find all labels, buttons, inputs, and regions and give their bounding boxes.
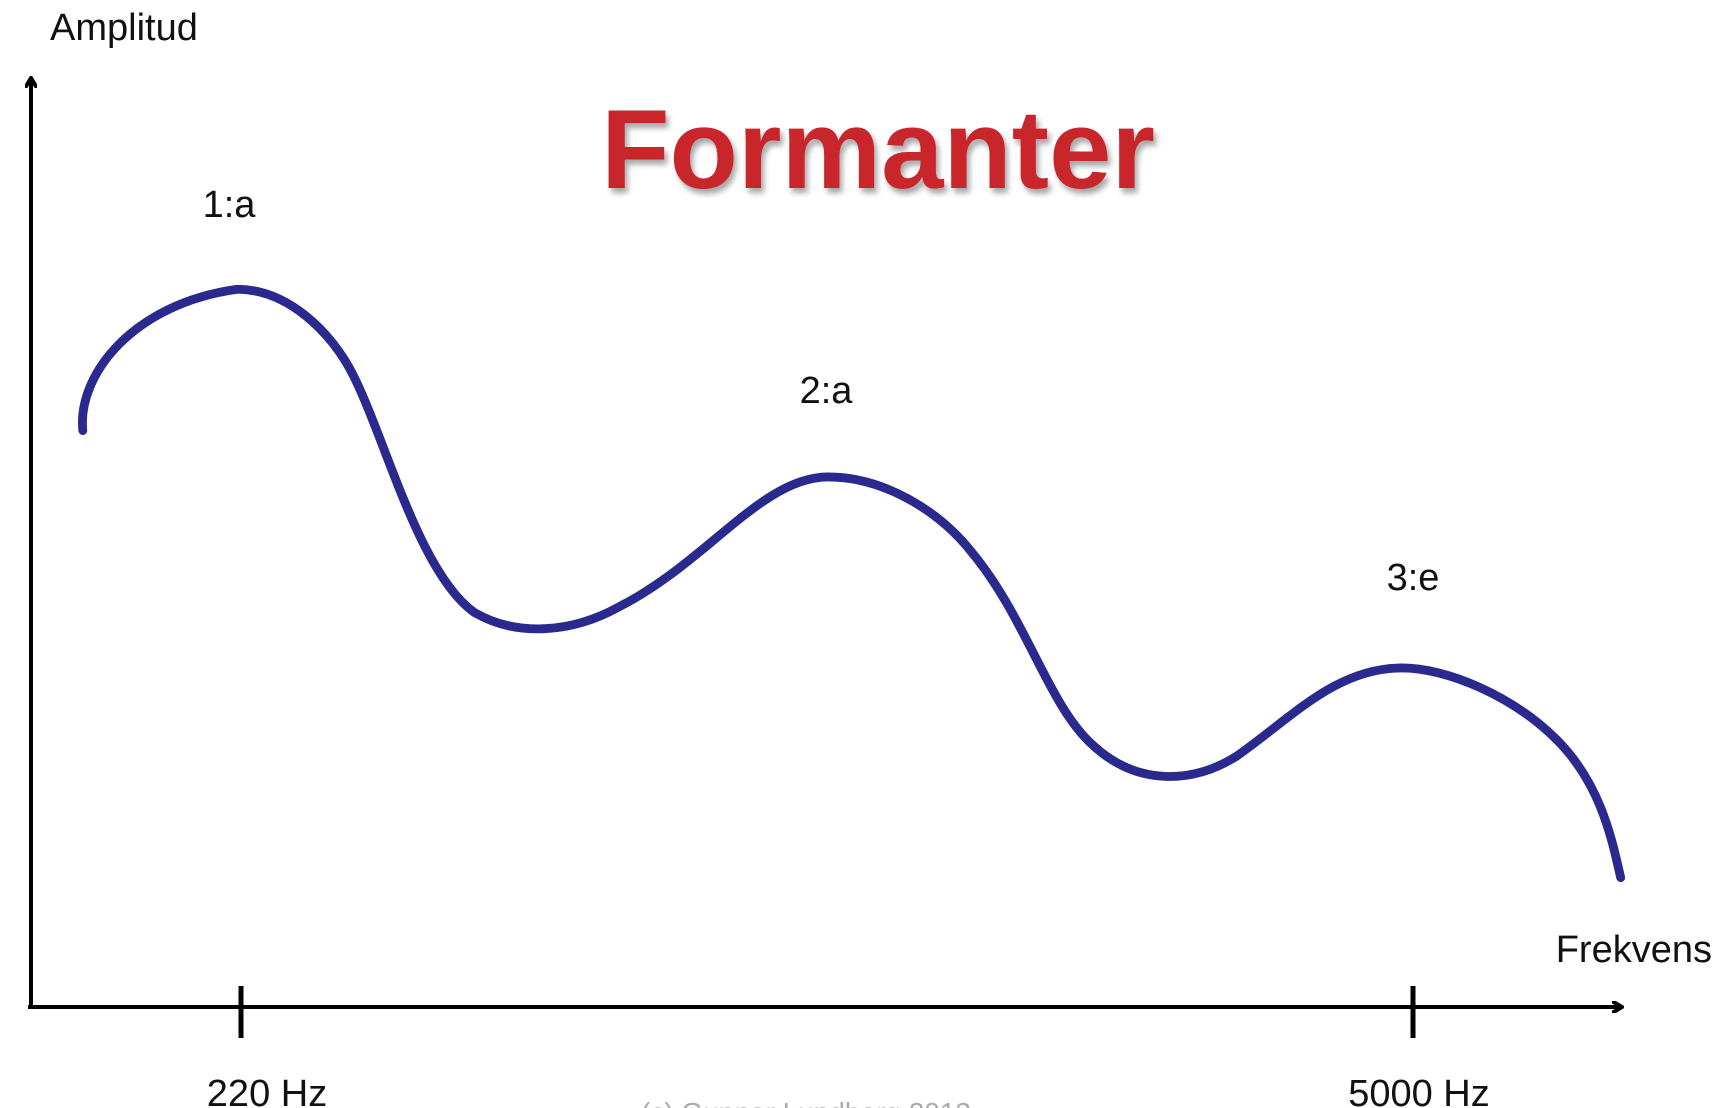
x-tick-label: 5000 Hz bbox=[1348, 1073, 1490, 1108]
peak-label: 2:a bbox=[800, 370, 854, 412]
x-tick-label: 220 Hz bbox=[207, 1073, 327, 1108]
peak-label: 3:e bbox=[1387, 557, 1440, 599]
title: Formanter bbox=[601, 87, 1155, 212]
y-axis-label: Amplitud bbox=[50, 7, 198, 49]
copyright: (c) Gunnar Lundberg 2013 bbox=[641, 1097, 971, 1108]
x-axis-label: Frekvens bbox=[1556, 929, 1712, 971]
spectrum-curve bbox=[78, 284, 1626, 883]
peak-label: 1:a bbox=[203, 184, 257, 226]
